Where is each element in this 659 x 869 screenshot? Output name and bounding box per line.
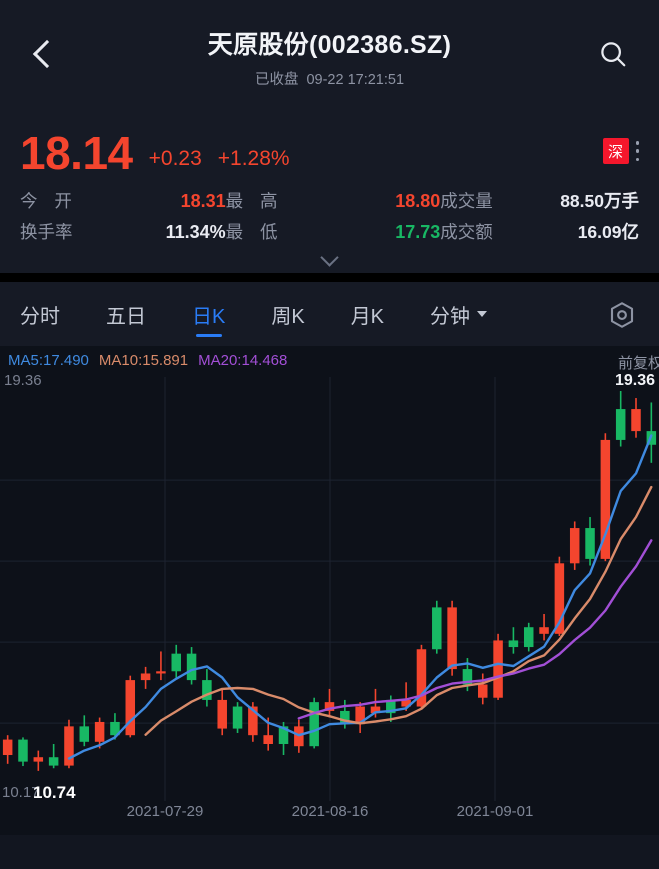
- price-change-percent: +1.28%: [217, 147, 290, 170]
- tab-label: 日K: [192, 305, 226, 328]
- chart-tab-bar: 分时 五日 日K 周K 月K 分钟: [0, 282, 659, 346]
- tab-monthly-k[interactable]: 月K: [351, 282, 384, 346]
- stat-value: 16.09亿: [577, 222, 639, 242]
- section-divider: [0, 273, 659, 282]
- y-axis-min-left: 10.17: [2, 784, 40, 801]
- tab-daily-k[interactable]: 日K: [192, 282, 225, 346]
- y-axis-max-left: 19.36: [4, 372, 42, 389]
- tab-label: 月K: [350, 305, 385, 328]
- stat-turnover-rate: 换手率 11.34%: [20, 219, 226, 244]
- stat-label: 成交量: [440, 191, 493, 211]
- stat-high: 最 高 18.80: [226, 188, 441, 213]
- ma20-legend: MA20:14.468: [198, 352, 288, 369]
- app-header: 天原股份(002386.SZ) 已收盘 09-22 17:21:51: [0, 0, 659, 110]
- tab-label: 分钟: [430, 305, 471, 328]
- ma5-legend: MA5:17.490: [8, 352, 89, 369]
- header-title-block: 天原股份(002386.SZ) 已收盘 09-22 17:21:51: [208, 25, 451, 89]
- ma-legend: MA5:17.490 MA10:15.891 MA20:14.468: [8, 352, 287, 369]
- stat-low: 最 低 17.73: [226, 219, 441, 244]
- tab-label: 分时: [20, 305, 60, 328]
- stats-row-2: 换手率 11.34% 最 低 17.73 成交额 16.09亿: [20, 216, 639, 247]
- tab-fenshi[interactable]: 分时: [20, 282, 60, 346]
- stat-value: 18.31: [180, 191, 226, 211]
- kebab-menu-icon[interactable]: [635, 141, 639, 161]
- stat-amount: 成交额 16.09亿: [440, 219, 639, 244]
- market-status: 已收盘: [254, 72, 299, 88]
- price-change: +0.23: [148, 147, 202, 170]
- stat-value: 17.73: [395, 222, 441, 242]
- chart-settings-button[interactable]: [607, 300, 637, 330]
- stat-label: 最 低: [225, 222, 284, 242]
- tab-weekly-k[interactable]: 周K: [271, 282, 304, 346]
- stat-volume: 成交量 88.50万手: [440, 188, 639, 213]
- stat-value: 88.50万手: [560, 191, 639, 211]
- stat-value: 18.80: [395, 191, 441, 211]
- stat-label: 今 开: [20, 191, 78, 211]
- x-axis-tick: 2021-08-16: [291, 803, 369, 820]
- ma10-legend: MA10:15.891: [98, 352, 189, 369]
- stat-value: 11.34%: [165, 222, 226, 242]
- candlestick-plot: [0, 377, 659, 801]
- page-title: 天原股份(002386.SZ): [207, 31, 452, 59]
- chevron-left-icon: [32, 39, 62, 69]
- x-axis-tick: 2021-09-01: [456, 803, 534, 820]
- expand-quote-button[interactable]: [0, 247, 659, 273]
- stat-label: 成交额: [440, 222, 493, 242]
- low-price-marker: 10.74: [33, 783, 76, 802]
- stats-grid: 今 开 18.31 最 高 18.80 成交量 88.50万手 换手率 11.3…: [20, 185, 639, 247]
- tab-minute[interactable]: 分钟: [430, 282, 488, 346]
- stat-label: 最 高: [225, 191, 284, 211]
- market-status-row: 已收盘 09-22 17:21:51: [208, 68, 451, 89]
- price-row: 18.14 +0.23 +1.28% 深: [20, 114, 639, 176]
- header-actions: 深: [602, 138, 639, 164]
- stats-row-1: 今 开 18.31 最 高 18.80 成交量 88.50万手: [20, 185, 639, 216]
- search-icon: [601, 42, 626, 67]
- k-line-chart[interactable]: MA5:17.490 MA10:15.891 MA20:14.468 前复权 1…: [0, 346, 659, 835]
- x-axis: 2021-07-29 2021-08-16 2021-09-01: [0, 803, 659, 831]
- stat-open: 今 开 18.31: [20, 188, 226, 213]
- adjustment-label[interactable]: 前复权: [617, 355, 659, 372]
- exchange-badge[interactable]: 深: [602, 138, 629, 164]
- last-price: 18.14: [20, 127, 133, 179]
- tab-label: 周K: [271, 305, 305, 328]
- quote-timestamp: 09-22 17:21:51: [306, 72, 405, 88]
- tab-five-day[interactable]: 五日: [106, 282, 146, 346]
- search-button[interactable]: [585, 26, 641, 82]
- gear-icon: [610, 302, 634, 328]
- chevron-down-icon: [320, 247, 339, 267]
- tab-active-indicator: [195, 333, 222, 337]
- quote-panel: 18.14 +0.23 +1.28% 深 今 开 18.31 最 高 18.80…: [0, 110, 659, 247]
- stat-label: 换手率: [20, 222, 73, 242]
- tab-label: 五日: [106, 305, 146, 328]
- x-axis-tick: 2021-07-29: [126, 803, 204, 820]
- caret-down-icon: [477, 311, 488, 317]
- back-button[interactable]: [16, 26, 72, 82]
- high-price-marker: 19.36: [614, 372, 655, 389]
